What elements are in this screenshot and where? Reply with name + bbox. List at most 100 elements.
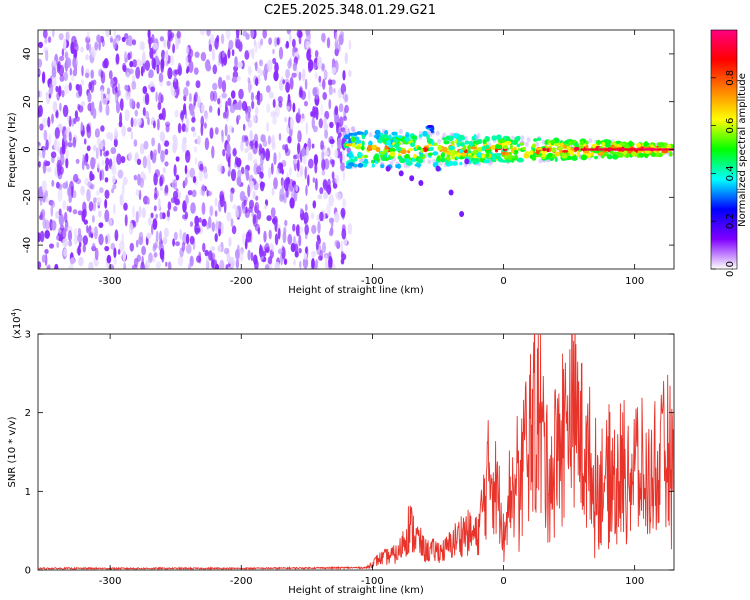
noise-cell bbox=[105, 92, 111, 101]
noise-cell bbox=[317, 194, 323, 200]
noise-cell bbox=[324, 129, 328, 139]
noise-cell bbox=[129, 68, 134, 75]
noise-cell bbox=[296, 172, 300, 178]
noise-cell bbox=[318, 118, 323, 129]
noise-cell bbox=[65, 57, 72, 68]
signal-cell bbox=[403, 137, 411, 142]
noise-cell bbox=[148, 217, 152, 226]
noise-cell bbox=[153, 192, 158, 201]
noise-cell bbox=[148, 252, 153, 263]
noise-cell bbox=[273, 177, 278, 190]
noise-cell bbox=[174, 69, 180, 75]
signal-cell bbox=[585, 140, 589, 145]
noise-cell bbox=[181, 140, 187, 153]
noise-cell bbox=[310, 212, 315, 220]
noise-cell bbox=[88, 81, 92, 91]
noise-cell bbox=[278, 151, 281, 161]
noise-cell bbox=[123, 202, 128, 211]
noise-cell bbox=[67, 230, 73, 242]
signal-cell bbox=[568, 141, 573, 145]
signal-cell bbox=[363, 154, 369, 159]
noise-cell bbox=[329, 121, 334, 129]
signal-cell bbox=[404, 158, 410, 163]
halo-cell bbox=[437, 138, 442, 144]
noise-cell bbox=[153, 205, 157, 212]
noise-cell bbox=[113, 127, 118, 141]
noise-cell bbox=[139, 143, 145, 155]
noise-cell bbox=[267, 167, 272, 179]
noise-cell bbox=[142, 173, 147, 181]
signal-cell bbox=[562, 149, 569, 153]
noise-cell bbox=[193, 131, 197, 138]
spectrogram-x-ticks: -300 -200 -100 0 100 bbox=[99, 30, 644, 287]
signal-cell bbox=[561, 153, 568, 159]
noise-cell bbox=[80, 121, 84, 132]
noise-cell bbox=[311, 250, 316, 258]
noise-cell bbox=[334, 47, 339, 57]
noise-cell bbox=[73, 173, 79, 183]
noise-cell bbox=[214, 126, 219, 135]
noise-cell bbox=[63, 38, 67, 50]
noise-cell bbox=[342, 115, 348, 121]
noise-cell bbox=[52, 60, 57, 66]
noise-cell bbox=[73, 234, 79, 245]
signal-cell bbox=[427, 152, 433, 156]
noise-cell bbox=[235, 30, 240, 39]
noise-cell bbox=[217, 98, 221, 105]
noise-cell bbox=[100, 125, 105, 132]
noise-cell bbox=[39, 123, 44, 131]
noise-cell bbox=[151, 137, 156, 147]
signal-cell bbox=[436, 156, 441, 162]
noise-cell bbox=[57, 163, 61, 177]
noise-cell bbox=[171, 91, 177, 97]
noise-cell bbox=[126, 72, 130, 79]
noise-cell bbox=[174, 137, 178, 150]
noise-cell bbox=[153, 252, 158, 258]
noise-cell bbox=[51, 179, 55, 187]
noise-cell bbox=[104, 189, 110, 199]
noise-cell bbox=[129, 60, 134, 68]
signal-cell bbox=[388, 144, 393, 149]
signal-cell bbox=[417, 158, 424, 164]
signal-cell bbox=[486, 151, 490, 158]
noise-cell bbox=[340, 240, 344, 252]
signal-cell bbox=[666, 144, 672, 149]
noise-cell bbox=[266, 215, 272, 222]
noise-cell bbox=[211, 221, 215, 232]
noise-cell bbox=[86, 163, 90, 170]
x-tick-label: -100 bbox=[361, 576, 384, 587]
signal-cell bbox=[542, 147, 547, 152]
noise-cell bbox=[160, 150, 165, 163]
noise-cell bbox=[186, 243, 192, 254]
noise-cell bbox=[249, 180, 255, 188]
noise-cell bbox=[44, 229, 50, 239]
noise-cell bbox=[262, 250, 267, 257]
noise-cell bbox=[269, 242, 274, 251]
noise-cell bbox=[174, 109, 179, 118]
noise-cell bbox=[68, 240, 73, 247]
noise-cell bbox=[150, 150, 153, 161]
signal-cell bbox=[557, 146, 564, 151]
noise-cell bbox=[94, 41, 99, 51]
noise-cell bbox=[260, 153, 264, 166]
noise-cell bbox=[155, 230, 159, 243]
noise-cell bbox=[120, 156, 126, 164]
noise-cell bbox=[348, 69, 352, 78]
noise-cell bbox=[184, 164, 188, 175]
noise-cell bbox=[141, 245, 147, 256]
noise-cell bbox=[62, 237, 68, 248]
signal-cell bbox=[495, 144, 499, 149]
noise-cell bbox=[38, 144, 41, 157]
x-tick-label: 100 bbox=[625, 576, 644, 587]
signal-cell bbox=[388, 134, 392, 140]
noise-cell bbox=[299, 226, 304, 234]
colorbar-tick-label: 0.6 bbox=[725, 118, 736, 134]
noise-cell bbox=[321, 158, 326, 171]
noise-cell bbox=[311, 143, 315, 149]
noise-cell bbox=[252, 214, 257, 225]
noise-cell bbox=[100, 84, 105, 93]
noise-cell bbox=[56, 181, 60, 189]
noise-cell bbox=[158, 197, 161, 210]
noise-cell bbox=[62, 200, 67, 210]
noise-cell bbox=[242, 123, 246, 131]
